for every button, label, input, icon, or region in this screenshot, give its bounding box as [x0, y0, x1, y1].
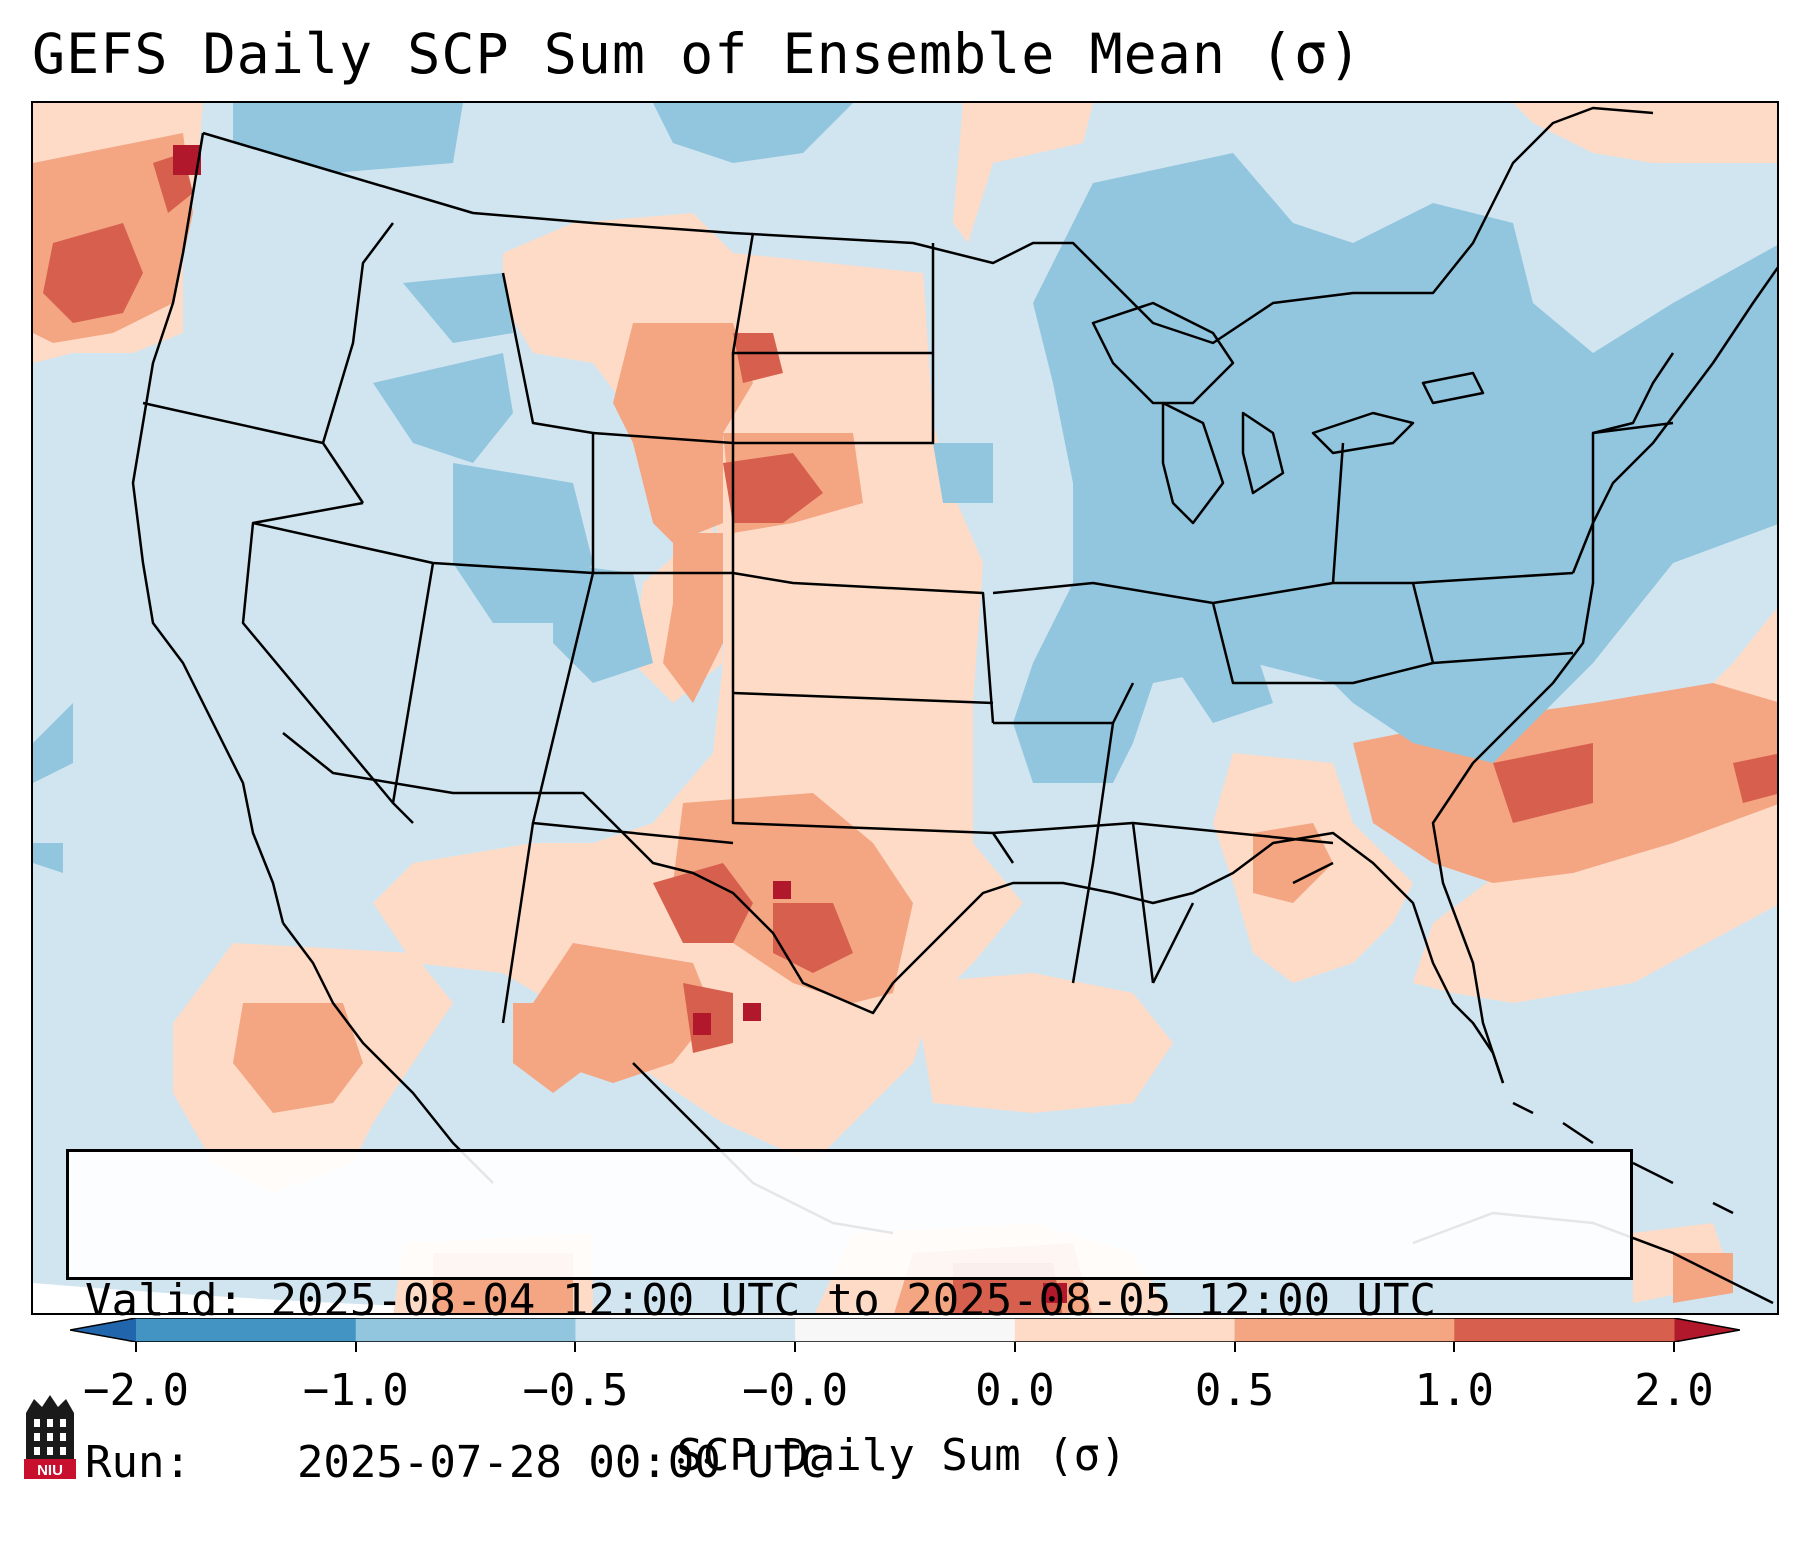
colorbar-segment: [1014, 1318, 1236, 1342]
baja-coast: [282, 922, 494, 1184]
run-label: Run:: [85, 1437, 191, 1488]
colorbar-segment: [355, 1318, 576, 1342]
strong-positive-areas: [43, 153, 1777, 1313]
run-value: 2025-07-28 00:00 UTC: [296, 1437, 827, 1488]
west-coast: [131, 132, 285, 924]
colorbar-tick-label: 0.0: [975, 1365, 1055, 1416]
colorbar: [70, 1318, 1740, 1342]
map-panel: [31, 101, 1779, 1315]
us-canada-border: [202, 106, 1654, 345]
colorbar-tick-mark: [135, 1342, 137, 1352]
colorbar-tick-label: 0.5: [1194, 1365, 1275, 1416]
colorbar-segment: [1234, 1318, 1455, 1342]
colorbar-tick-mark: [1233, 1342, 1236, 1352]
colorbar-segment: [575, 1318, 796, 1342]
map-title: GEFS Daily SCP Sum of Ensemble Mean (σ): [32, 22, 1363, 86]
colorbar-tick-label: −0.5: [522, 1365, 629, 1416]
colorbar-tick-label: −0.0: [742, 1365, 849, 1416]
great-lakes: [1091, 301, 1235, 405]
colorbar-segment: [136, 1318, 357, 1342]
gulf-coast: [892, 831, 1505, 1084]
colorbar-tick-label: 1.0: [1414, 1365, 1495, 1416]
colorbar-under-extend: [70, 1318, 136, 1342]
colorbar-label: SCP Daily Sum (σ): [676, 1430, 1127, 1481]
run-line: Run: 2025-07-28 00:00 UTC: [85, 1436, 1614, 1490]
colorbar-over-extend: [1674, 1318, 1740, 1342]
logo-text: NIU: [37, 1462, 63, 1479]
colorbar-tick-mark: [794, 1342, 797, 1352]
niu-building-icon: NIU: [24, 1395, 76, 1479]
colorbar-tick-mark: [354, 1342, 357, 1352]
colorbar-tick-label: −1.0: [302, 1365, 409, 1416]
scp-map: [33, 103, 1777, 1313]
colorbar-tick-label: 2.0: [1634, 1365, 1714, 1416]
us-mexico-border: [282, 732, 895, 1015]
colorbar-segment: [1454, 1318, 1675, 1342]
colorbar-tick-mark: [574, 1342, 577, 1352]
colorbar-tick-mark: [1453, 1342, 1456, 1352]
colorbar-tick-label: −2.0: [83, 1365, 189, 1416]
colorbar-tick-mark: [1673, 1342, 1675, 1352]
colorbar-segment: [795, 1318, 1016, 1342]
validity-info-box: Valid: 2025-08-04 12:00 UTC to 2025-08-0…: [66, 1149, 1633, 1488]
east-coast: [1431, 266, 1777, 1084]
logo-band: [24, 1459, 76, 1479]
colorbar-tick-mark: [1013, 1342, 1016, 1352]
outside-domain: [33, 1283, 585, 1313]
